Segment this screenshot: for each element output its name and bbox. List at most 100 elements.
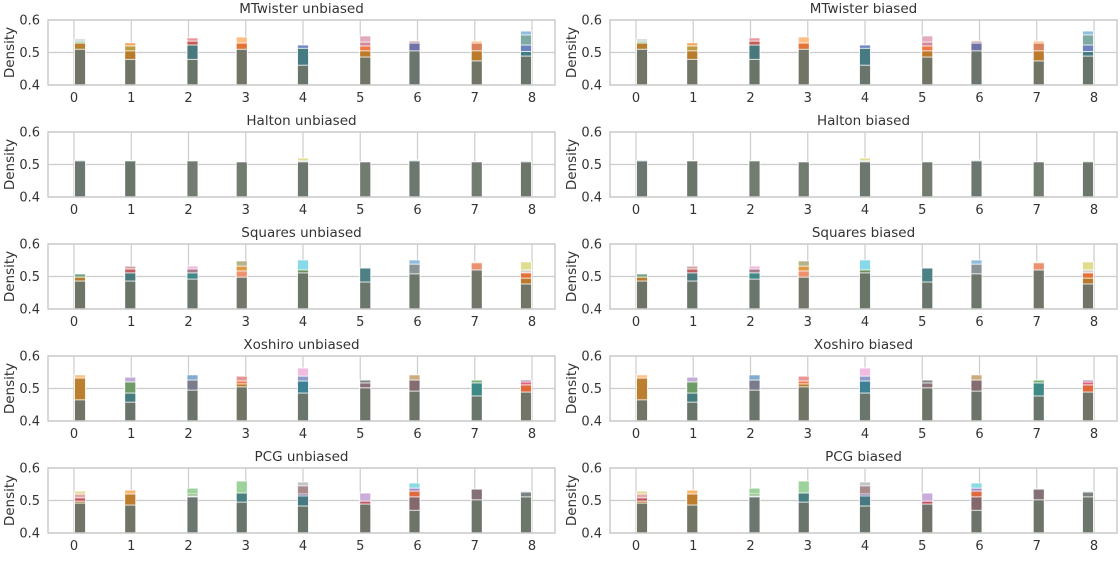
x-tick-label: 7: [471, 539, 479, 554]
bin-7: [1032, 261, 1045, 310]
bin-8: [1082, 490, 1094, 534]
y-tick-label: 0.4: [19, 303, 40, 318]
bin-2: [748, 37, 761, 86]
x-tick-label: 0: [632, 427, 640, 442]
bar-layer: [686, 504, 699, 534]
y-axis-label: Density: [564, 139, 580, 190]
subplot-5: 0.4 0.5 0.6 0 1 2 3 4 5 6 7 8 Squares biased Density: [564, 225, 1118, 330]
x-tick-label: 4: [299, 315, 307, 330]
bin-0: [74, 159, 86, 198]
bin-0: [74, 273, 86, 310]
bar-layer: [748, 58, 761, 86]
bin-5: [921, 267, 934, 310]
bin-5: [359, 267, 372, 310]
bar-layer: [686, 160, 699, 198]
bin-6: [970, 40, 983, 86]
bin-7: [1032, 488, 1045, 534]
y-tick-label: 0.4: [19, 191, 40, 206]
bin-7: [470, 488, 483, 534]
bin-5: [921, 492, 934, 534]
bin-6: [970, 259, 983, 310]
bin-2: [186, 160, 199, 198]
x-tick-label: 5: [918, 539, 926, 554]
x-tick-label: 4: [861, 539, 869, 554]
bar-layer: [636, 502, 648, 534]
x-tick-label: 3: [804, 203, 812, 218]
axes-frame: [47, 355, 556, 422]
bin-1: [686, 42, 699, 86]
subplot-6: 0.4 0.5 0.6 0 1 2 3 4 5 6 7 8 Xoshiro unbiased Densit…: [2, 337, 556, 442]
x-tick-label: 6: [975, 203, 983, 218]
bar-layer: [636, 399, 648, 422]
bar-layer: [859, 64, 871, 86]
bin-7: [1032, 379, 1045, 422]
x-tick-label: 1: [689, 203, 697, 218]
x-tick-label: 2: [184, 427, 192, 442]
bar-layer: [921, 503, 934, 534]
x-tick-label: 2: [746, 315, 754, 330]
bar-layer: [359, 161, 372, 198]
y-tick-label: 0.4: [581, 303, 602, 318]
x-tick-label: 2: [184, 203, 192, 218]
bar-layer: [235, 501, 248, 534]
bar-layer: [74, 160, 86, 198]
x-tick-label: 8: [528, 539, 536, 554]
bar-layer: [1082, 283, 1094, 310]
x-tick-label: 0: [70, 427, 78, 442]
x-tick-label: 5: [356, 91, 364, 106]
bin-2: [186, 37, 199, 86]
x-tick-label: 7: [1033, 539, 1041, 554]
y-tick-label: 0.5: [581, 46, 602, 61]
subplot-7: 0.4 0.5 0.6 0 1 2 3 4 5 6 7 8 Xoshiro biased Density: [564, 337, 1118, 442]
axes-frame: [47, 243, 556, 310]
x-tick-label: 2: [746, 539, 754, 554]
bin-8: [1082, 261, 1094, 310]
bin-5: [359, 161, 372, 198]
y-tick-label: 0.5: [581, 494, 602, 509]
subplot-9: 0.4 0.5 0.6 0 1 2 3 4 5 6 7 8 PCG biased Density: [564, 449, 1118, 554]
bin-0: [636, 159, 648, 198]
bin-4: [859, 259, 871, 310]
x-tick-label: 7: [1033, 91, 1041, 106]
bin-5: [359, 492, 372, 534]
bar-layer: [470, 395, 483, 422]
x-tick-label: 8: [1090, 315, 1098, 330]
x-tick-label: 6: [975, 427, 983, 442]
bar-layer: [1082, 161, 1094, 198]
y-tick-label: 0.6: [19, 462, 40, 477]
bar-layer: [124, 58, 137, 86]
x-tick-label: 8: [1090, 539, 1098, 554]
bin-8: [520, 30, 532, 86]
x-tick-label: 3: [242, 203, 250, 218]
x-tick-label: 1: [127, 539, 135, 554]
bar-layer: [124, 504, 137, 534]
y-axis-label: Density: [2, 139, 18, 190]
bin-6: [408, 374, 421, 422]
bar-layer: [970, 509, 983, 534]
bin-1: [124, 42, 137, 86]
bin-3: [797, 480, 810, 534]
x-tick-label: 4: [299, 427, 307, 442]
x-tick-label: 6: [975, 539, 983, 554]
y-tick-label: 0.4: [19, 79, 40, 94]
bar-layer: [235, 276, 248, 310]
bar-layer: [1082, 391, 1094, 422]
bin-1: [686, 376, 699, 422]
x-tick-label: 6: [413, 203, 421, 218]
subplot-title: MTwister biased: [810, 1, 917, 17]
x-tick-label: 5: [918, 203, 926, 218]
x-tick-label: 5: [918, 315, 926, 330]
bin-7: [1032, 40, 1045, 86]
bin-4: [297, 259, 309, 310]
bar-layer: [470, 161, 483, 198]
axes-frame: [609, 467, 1118, 534]
x-tick-label: 0: [632, 315, 640, 330]
bar-layer: [359, 503, 372, 534]
y-axis-label: Density: [2, 475, 18, 526]
bar-layer: [859, 272, 871, 310]
bar-layer: [859, 392, 871, 422]
bar-layer: [686, 401, 699, 422]
y-tick-label: 0.4: [581, 527, 602, 542]
bar-layer: [297, 161, 309, 198]
